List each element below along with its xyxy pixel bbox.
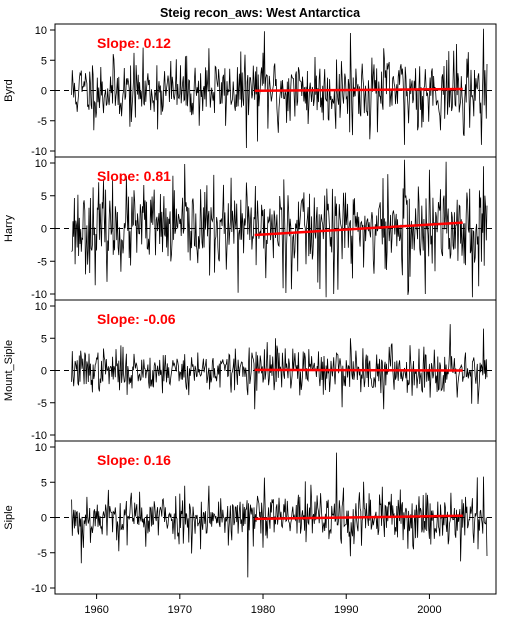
y-axis-label: Byrd [3,79,15,102]
y-tick-label: -10 [31,430,47,442]
y-tick-label: 0 [41,366,47,378]
y-tick-label: -10 [31,146,47,158]
y-tick-label: 0 [41,224,47,236]
panel-2: -10 -5 0 5 10 Harry Slope: 0.81 [3,156,497,301]
panel-4: -10 -5 0 5 10 Siple Slope: 0.16 [3,440,497,595]
y-tick-label: -5 [37,256,47,268]
x-tick-label: 1990 [334,604,358,616]
series-line [71,28,488,149]
slope-label: Slope: 0.81 [97,168,171,184]
y-axis-label: Mount_Siple [3,340,15,401]
x-tick-label: 1980 [251,604,275,616]
y-axis-label: Harry [3,215,15,242]
x-axis: 1960 1970 1980 1990 2000 [84,594,442,616]
trend-line [254,368,463,372]
trend-line [254,221,463,237]
panel-1: -10 -5 0 5 10 Byrd Slope: 0.12 [3,23,497,158]
y-tick-label: 5 [41,477,47,489]
y-tick-label: 5 [41,55,47,67]
y-tick-label: -5 [37,398,47,410]
y-tick-label: 0 [41,513,47,525]
x-tick-label: 1960 [84,604,108,616]
y-tick-label: -10 [31,583,47,595]
chart-panels: -10 -5 0 5 10 Byrd Slope: 0.12 -10 -5 0 5 10 Harry Sl… [3,23,497,595]
slope-label: Slope: 0.12 [97,35,171,51]
y-axis-label: Siple [3,505,15,529]
y-tick-label: 0 [41,86,47,98]
slope-label: Slope: -0.06 [97,311,176,327]
slope-label: Slope: 0.16 [97,452,171,468]
y-tick-label: 10 [35,301,47,313]
y-tick-label: 10 [35,158,47,170]
series-line [71,452,488,578]
x-tick-label: 1970 [168,604,192,616]
x-tick-label: 2000 [417,604,441,616]
y-tick-label: -5 [37,116,47,128]
series-line [71,159,488,298]
chart-title: Steig recon_aws: West Antarctica [160,6,361,20]
trend-line [254,87,463,93]
y-tick-label: 5 [41,191,47,203]
y-tick-label: 10 [35,25,47,37]
y-tick-label: 10 [35,442,47,454]
y-tick-label: -10 [31,289,47,301]
y-tick-label: -5 [37,548,47,560]
y-tick-label: 5 [41,333,47,345]
panel-3: -10 -5 0 5 10 Mount_Siple Slope: -0.06 [3,299,497,442]
series-line [71,324,488,410]
trend-line [254,514,463,521]
